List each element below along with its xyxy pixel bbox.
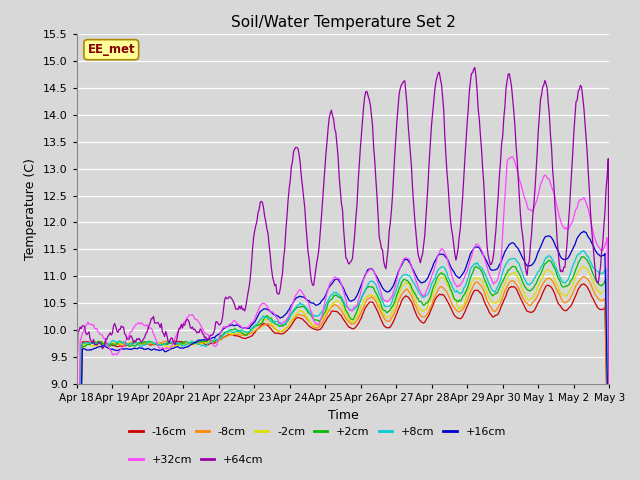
- +32cm: [509, 154, 516, 160]
- -8cm: [397, 294, 404, 300]
- -2cm: [557, 290, 564, 296]
- -16cm: [557, 303, 564, 309]
- -16cm: [298, 316, 305, 322]
- -2cm: [465, 287, 472, 292]
- +8cm: [557, 275, 564, 281]
- +2cm: [371, 288, 379, 294]
- -2cm: [579, 264, 586, 269]
- +64cm: [557, 267, 565, 273]
- -8cm: [557, 294, 564, 300]
- -8cm: [298, 312, 305, 318]
- +8cm: [298, 302, 305, 308]
- Legend: +32cm, +64cm: +32cm, +64cm: [125, 451, 268, 469]
- +16cm: [239, 325, 246, 331]
- Y-axis label: Temperature (C): Temperature (C): [24, 158, 38, 260]
- +8cm: [580, 248, 588, 253]
- +8cm: [371, 281, 379, 287]
- +2cm: [578, 254, 586, 260]
- +2cm: [298, 304, 305, 310]
- -2cm: [239, 330, 246, 336]
- +32cm: [397, 264, 404, 270]
- Title: Soil/Water Temperature Set 2: Soil/Water Temperature Set 2: [230, 15, 456, 30]
- +16cm: [298, 294, 305, 300]
- -8cm: [465, 295, 472, 300]
- -2cm: [371, 293, 379, 299]
- Line: +8cm: +8cm: [77, 251, 609, 480]
- +16cm: [580, 228, 588, 234]
- +32cm: [298, 288, 305, 294]
- +16cm: [557, 254, 564, 260]
- +64cm: [397, 85, 404, 91]
- -8cm: [239, 332, 246, 338]
- +32cm: [557, 221, 565, 227]
- Text: EE_met: EE_met: [88, 43, 135, 56]
- +64cm: [371, 158, 379, 164]
- -2cm: [397, 288, 404, 293]
- Line: +32cm: +32cm: [77, 157, 609, 480]
- -8cm: [580, 274, 588, 279]
- -16cm: [239, 335, 246, 341]
- +32cm: [371, 271, 379, 276]
- +32cm: [465, 264, 472, 270]
- +8cm: [465, 275, 472, 281]
- +32cm: [239, 325, 246, 331]
- +2cm: [397, 283, 404, 289]
- -16cm: [465, 301, 472, 307]
- +16cm: [371, 271, 379, 276]
- +64cm: [298, 174, 305, 180]
- Line: -2cm: -2cm: [77, 266, 609, 480]
- -16cm: [397, 302, 404, 308]
- Line: -8cm: -8cm: [77, 276, 609, 480]
- X-axis label: Time: Time: [328, 408, 358, 421]
- +2cm: [557, 280, 564, 286]
- -16cm: [371, 303, 379, 309]
- +64cm: [239, 307, 246, 312]
- +64cm: [465, 108, 472, 113]
- +64cm: [605, 381, 613, 387]
- Line: +2cm: +2cm: [77, 257, 609, 480]
- -8cm: [371, 297, 379, 303]
- Line: +16cm: +16cm: [77, 231, 609, 480]
- +16cm: [397, 264, 404, 270]
- Line: -16cm: -16cm: [77, 284, 609, 480]
- +16cm: [465, 258, 472, 264]
- +8cm: [397, 276, 404, 281]
- +2cm: [465, 283, 472, 289]
- -16cm: [580, 281, 588, 287]
- +32cm: [605, 443, 613, 449]
- +64cm: [73, 381, 81, 387]
- +8cm: [239, 327, 246, 333]
- Line: +64cm: +64cm: [77, 67, 609, 384]
- -2cm: [298, 309, 305, 314]
- +64cm: [471, 64, 479, 70]
- +2cm: [239, 331, 246, 336]
